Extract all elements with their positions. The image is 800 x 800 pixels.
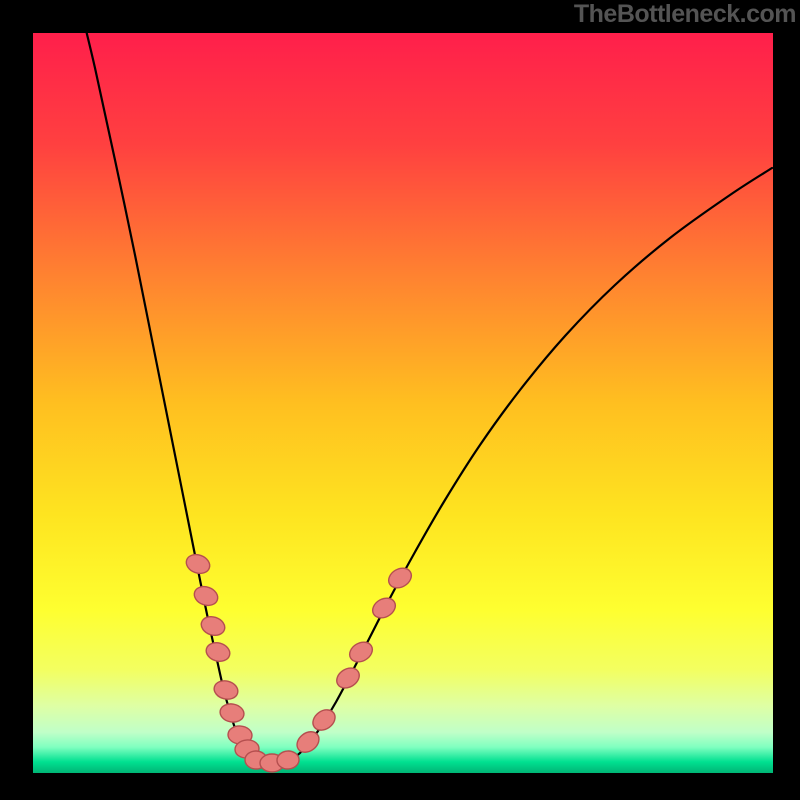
- credit-watermark: TheBottleneck.com: [574, 0, 796, 29]
- beads-bottom: [245, 750, 300, 772]
- chart-svg: [0, 0, 800, 800]
- plot-area: [33, 33, 773, 773]
- bead: [277, 750, 300, 769]
